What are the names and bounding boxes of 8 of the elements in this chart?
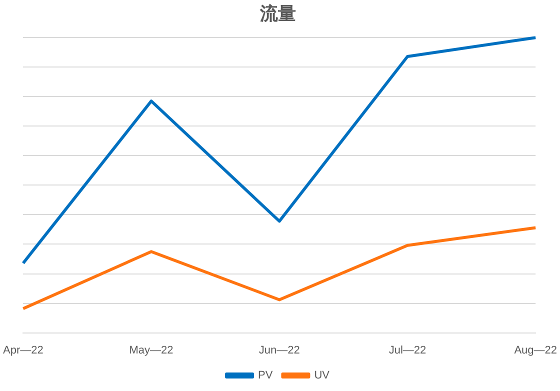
- legend-label: PV: [258, 370, 274, 382]
- x-tick-label: Apr—22: [2, 344, 44, 356]
- legend-label: UV: [314, 370, 330, 382]
- x-tick-label: May—22: [129, 344, 174, 356]
- x-tick-label: Jun—22: [258, 344, 300, 356]
- chart-title: 流量: [259, 3, 296, 24]
- x-tick-label: Aug—22: [514, 344, 557, 356]
- x-tick-label: Jul—22: [388, 344, 426, 356]
